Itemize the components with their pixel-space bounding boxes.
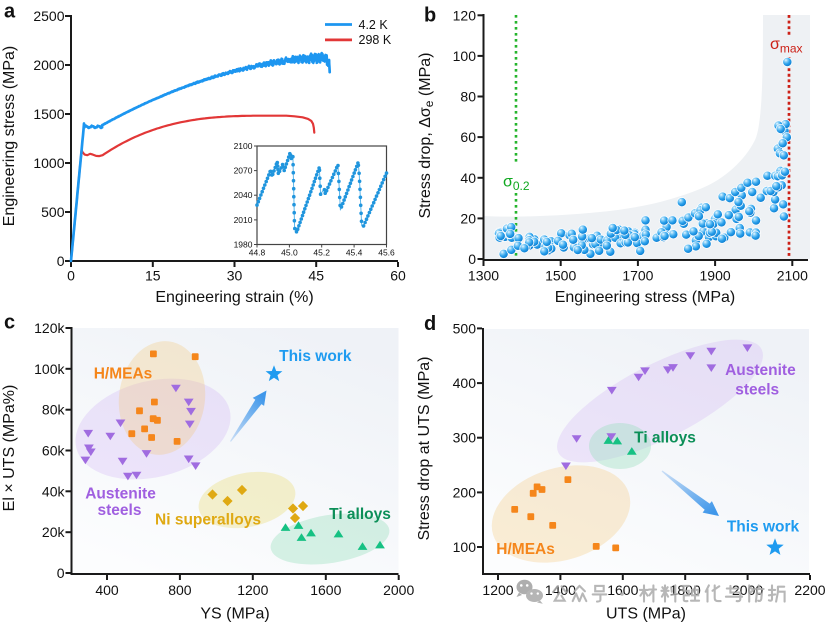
svg-text:1900: 1900	[700, 268, 731, 284]
svg-text:2070: 2070	[234, 166, 253, 176]
svg-text:80k: 80k	[42, 402, 66, 418]
svg-text:Austenite: Austenite	[725, 362, 796, 379]
svg-text:1500: 1500	[33, 106, 64, 122]
svg-text:steels: steels	[98, 502, 142, 519]
svg-text:60k: 60k	[42, 443, 66, 459]
svg-text:1980: 1980	[234, 240, 253, 250]
svg-text:400: 400	[453, 375, 477, 391]
svg-text:2100: 2100	[234, 141, 253, 151]
svg-text:H/MEAs: H/MEAs	[94, 365, 153, 382]
svg-text:YS (MPa): YS (MPa)	[200, 606, 269, 623]
svg-text:1200: 1200	[482, 582, 513, 598]
svg-text:Ni superalloys: Ni superalloys	[155, 511, 261, 528]
svg-text:1700: 1700	[622, 268, 653, 284]
svg-text:100: 100	[453, 539, 477, 555]
svg-text:d: d	[424, 313, 436, 335]
svg-text:44.8: 44.8	[249, 248, 266, 258]
svg-text:H/MEAs: H/MEAs	[496, 541, 555, 558]
svg-text:0: 0	[57, 253, 65, 269]
svg-text:0: 0	[57, 565, 65, 581]
svg-text:45: 45	[308, 268, 324, 284]
svg-text:45.6: 45.6	[378, 248, 395, 258]
svg-text:2000: 2000	[33, 57, 64, 73]
svg-text:1600: 1600	[607, 582, 638, 598]
svg-text:Stress drop at UTS (MPa): Stress drop at UTS (MPa)	[416, 356, 433, 540]
svg-text:Engineering stress (MPa): Engineering stress (MPa)	[1, 46, 18, 227]
svg-text:Ti alloys: Ti alloys	[329, 506, 391, 523]
svg-text:298 K: 298 K	[359, 33, 392, 47]
svg-text:2100: 2100	[777, 268, 808, 284]
svg-text:1200: 1200	[237, 582, 268, 598]
svg-text:1500: 1500	[545, 268, 576, 284]
svg-text:Engineering strain (%): Engineering strain (%)	[155, 289, 313, 306]
svg-text:40k: 40k	[42, 483, 66, 499]
svg-text:b: b	[424, 5, 436, 27]
svg-text:El × UTS (MPa%): El × UTS (MPa%)	[1, 385, 18, 512]
svg-text:45.0: 45.0	[281, 248, 298, 258]
svg-text:800: 800	[168, 582, 192, 598]
svg-text:c: c	[4, 312, 15, 334]
svg-text:0: 0	[468, 251, 476, 267]
svg-text:120: 120	[453, 7, 477, 23]
svg-text:120k: 120k	[34, 320, 65, 336]
svg-text:60: 60	[460, 129, 476, 145]
svg-text:2000: 2000	[383, 582, 414, 598]
svg-text:This work: This work	[279, 348, 352, 365]
svg-text:steels: steels	[735, 381, 779, 398]
svg-text:a: a	[4, 1, 16, 23]
svg-text:Engineering stress (MPa): Engineering stress (MPa)	[555, 289, 736, 306]
svg-text:200: 200	[453, 484, 477, 500]
svg-text:Austenite: Austenite	[85, 486, 156, 503]
svg-text:45.2: 45.2	[313, 248, 330, 258]
svg-text:30: 30	[227, 268, 243, 284]
svg-text:2010: 2010	[234, 215, 253, 225]
svg-text:1400: 1400	[545, 582, 576, 598]
svg-text:2040: 2040	[234, 190, 253, 200]
svg-text:400: 400	[95, 582, 119, 598]
svg-text:1600: 1600	[310, 582, 341, 598]
svg-text:UTS (MPa): UTS (MPa)	[606, 606, 686, 623]
svg-text:40: 40	[460, 170, 476, 186]
svg-text:1300: 1300	[468, 268, 499, 284]
svg-text:2500: 2500	[33, 8, 64, 24]
svg-text:300: 300	[453, 430, 477, 446]
svg-text:20k: 20k	[42, 524, 66, 540]
svg-text:4.2 K: 4.2 K	[359, 18, 389, 32]
svg-text:2200: 2200	[794, 582, 825, 598]
svg-text:100k: 100k	[34, 361, 65, 377]
svg-text:Stress drop, Δσe (MPa): Stress drop, Δσe (MPa)	[417, 53, 436, 219]
svg-text:σ0.2: σ0.2	[503, 174, 530, 194]
svg-text:500: 500	[453, 320, 477, 336]
svg-text:20: 20	[460, 210, 476, 226]
svg-text:Ti alloys: Ti alloys	[634, 430, 696, 447]
svg-text:45.4: 45.4	[346, 248, 363, 258]
svg-text:80: 80	[460, 89, 476, 105]
svg-text:100: 100	[453, 48, 477, 64]
svg-text:60: 60	[390, 268, 406, 284]
svg-text:0: 0	[67, 268, 75, 284]
svg-text:15: 15	[145, 268, 161, 284]
svg-text:σmax: σmax	[770, 36, 803, 56]
svg-text:1000: 1000	[33, 155, 64, 171]
svg-text:500: 500	[41, 204, 65, 220]
svg-text:This work: This work	[727, 518, 800, 535]
